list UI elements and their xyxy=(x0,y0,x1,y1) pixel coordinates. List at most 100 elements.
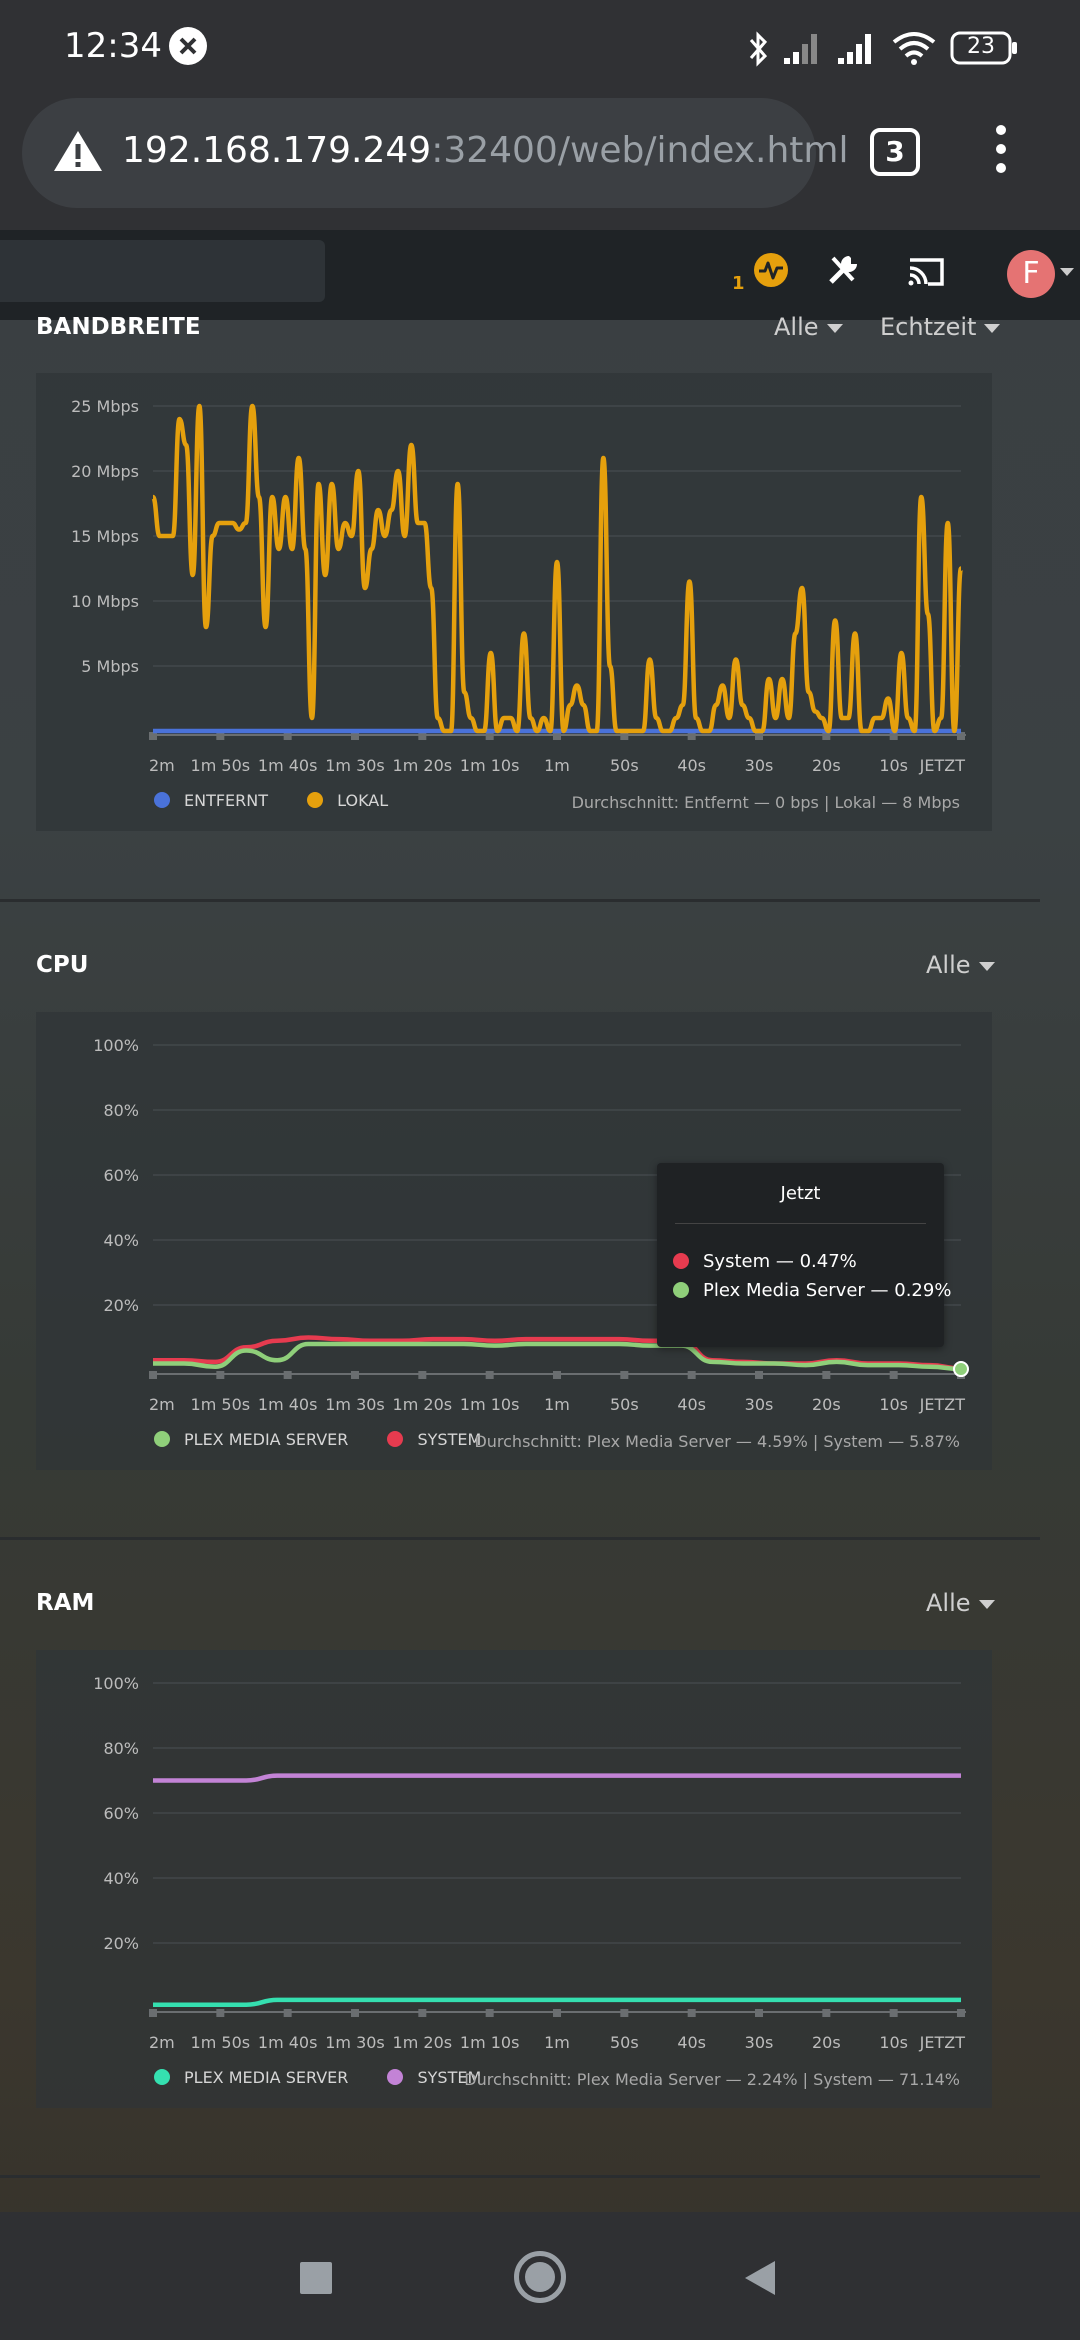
x-tick-mark xyxy=(418,2009,427,2017)
series-line-plex-media-server xyxy=(153,1341,962,1372)
warning-icon[interactable] xyxy=(52,128,104,178)
avatar[interactable]: F xyxy=(1007,250,1055,298)
x-tick-mark xyxy=(957,732,965,740)
activity-count-badge: 1 xyxy=(732,273,745,294)
legend-lokal[interactable]: LOKAL xyxy=(307,791,388,810)
battery-icon xyxy=(950,30,1020,70)
x-tick-mark xyxy=(889,732,898,740)
x-tick-mark xyxy=(755,1371,763,1379)
y-tick-label: 5 Mbps xyxy=(81,657,139,676)
status-time: 12:34 xyxy=(64,26,162,66)
x-tick-label: 1m 40s xyxy=(258,756,318,775)
x-tick-mark xyxy=(553,732,561,740)
x-tick-label: 20s xyxy=(812,1395,841,1414)
browser-menu-button[interactable] xyxy=(996,125,1008,175)
ram-title: RAM xyxy=(36,1590,95,1616)
y-tick-label: 20% xyxy=(103,1934,139,1953)
ram-panel: 20% 40% 60% 80% 100% 2m 1m 50s 1m 40s 1m 30s 1m 2… xyxy=(36,1650,992,2108)
x-tick-label: 1m 20s xyxy=(393,1395,453,1414)
x-tick-label: 30s xyxy=(745,2033,774,2052)
legend-plex-media-server[interactable]: PLEX MEDIA SERVER xyxy=(154,2068,348,2087)
x-tick-label: 1m 10s xyxy=(460,2033,520,2052)
url-host: 192.168.179.249 xyxy=(122,130,432,171)
x-tick-label: 40s xyxy=(677,756,706,775)
y-tick-label: 20% xyxy=(103,1296,139,1315)
cpu-tooltip: Jetzt System — 0.47% Plex Media Server —… xyxy=(657,1163,951,1347)
x-tick-mark xyxy=(283,2009,292,2017)
x-tick-label: 2m xyxy=(149,756,175,775)
y-tick-label: 20 Mbps xyxy=(71,462,139,481)
x-tick-label: 2m xyxy=(149,1395,175,1414)
tooltip-title: Jetzt xyxy=(780,1183,821,1204)
x-tick-mark xyxy=(418,1371,427,1379)
recents-button[interactable] xyxy=(300,2262,332,2294)
y-tick-label: 60% xyxy=(103,1166,139,1185)
hover-point[interactable] xyxy=(953,1361,969,1378)
x-tick-label: 10s xyxy=(879,756,908,775)
url-text[interactable]: 192.168.179.249:32400/web/index.html xyxy=(122,130,848,171)
tab-switcher-button[interactable]: 3 xyxy=(870,128,920,176)
x-tick-label: 1m 30s xyxy=(325,756,385,775)
y-tick-label: 60% xyxy=(103,1804,139,1823)
ram-legend: PLEX MEDIA SERVER SYSTEM xyxy=(154,2068,515,2087)
x-tick-mark xyxy=(351,1371,359,1379)
bandwidth-filter-dropdown[interactable]: Alle xyxy=(774,313,843,341)
y-tick-label: 25 Mbps xyxy=(71,397,139,416)
cpu-filter-dropdown[interactable]: Alle xyxy=(926,951,995,979)
legend-plex-label: PLEX MEDIA SERVER xyxy=(184,1430,349,1449)
y-tick-label: 10 Mbps xyxy=(71,592,139,611)
x-tick-label: 1m 40s xyxy=(258,2033,318,2052)
bandwidth-title: BANDBREITE xyxy=(36,314,201,340)
home-button[interactable] xyxy=(514,2251,566,2303)
signal-2-icon xyxy=(836,30,878,70)
cpu-average: Durchschnitt: Plex Media Server — 4.59% … xyxy=(474,1432,960,1451)
x-tick-label: JETZT xyxy=(919,1395,966,1414)
bandwidth-chart: 5 Mbps 10 Mbps 15 Mbps 20 Mbps 25 Mbps 2m 1m 5… xyxy=(71,397,966,775)
section-divider xyxy=(0,2175,1040,2178)
activity-icon[interactable] xyxy=(754,253,788,291)
battery-level: 23 xyxy=(967,34,995,59)
legend-system[interactable]: SYSTEM xyxy=(387,1430,481,1449)
x-tick-label: 1m 20s xyxy=(393,2033,453,2052)
signal-1-icon xyxy=(782,30,824,70)
legend-plex-media-server[interactable]: PLEX MEDIA SERVER xyxy=(154,1430,348,1449)
y-tick-label: 40% xyxy=(103,1869,139,1888)
wifi-icon xyxy=(890,30,938,70)
y-tick-label: 100% xyxy=(93,1674,139,1693)
x-tick-label: 2m xyxy=(149,2033,175,2052)
cast-icon[interactable] xyxy=(906,254,946,292)
ram-chart: 20% 40% 60% 80% 100% 2m 1m 50s 1m 40s 1m 30s 1m 2… xyxy=(93,1674,966,2052)
legend-system[interactable]: SYSTEM xyxy=(387,2068,481,2087)
x-tick-mark xyxy=(822,732,831,740)
x-tick-mark xyxy=(216,2009,225,2017)
x-tick-label: 1m 30s xyxy=(325,2033,385,2052)
x-tick-mark xyxy=(149,2009,157,2017)
bandwidth-panel: 5 Mbps 10 Mbps 15 Mbps 20 Mbps 25 Mbps 2m 1m 5… xyxy=(36,373,992,831)
x-tick-mark xyxy=(149,1371,157,1379)
search-input[interactable] xyxy=(0,240,325,302)
bandwidth-range-dropdown[interactable]: Echtzeit xyxy=(880,313,1000,341)
section-divider xyxy=(0,1537,1040,1540)
tooltip-row-plex: Plex Media Server — 0.29% xyxy=(673,1280,951,1301)
x-tick-label: 1m 40s xyxy=(258,1395,318,1414)
section-divider xyxy=(0,899,1040,902)
bluetooth-icon xyxy=(745,30,773,72)
x-tick-mark xyxy=(216,732,225,740)
legend-entfernt[interactable]: ENTFERNT xyxy=(154,791,268,810)
settings-tools-icon[interactable] xyxy=(823,250,863,294)
browser-toolbar: 192.168.179.249:32400/web/index.html 3 xyxy=(0,95,1080,230)
plex-toolbar: 1 xyxy=(0,230,1080,320)
x-tick-mark xyxy=(620,732,629,740)
x-tick-label: 1m 20s xyxy=(393,756,453,775)
back-button[interactable] xyxy=(743,2259,777,2301)
x-tick-mark xyxy=(755,2009,763,2017)
legend-lokal-label: LOKAL xyxy=(337,791,389,810)
ram-filter-dropdown[interactable]: Alle xyxy=(926,1589,995,1617)
chevron-down-icon[interactable] xyxy=(1060,268,1074,276)
bandwidth-legend: ENTFERNT LOKAL xyxy=(154,791,422,810)
x-tick-label: 1m 50s xyxy=(191,756,251,775)
x-tick-label: 1m 10s xyxy=(460,756,520,775)
legend-system-label: SYSTEM xyxy=(417,2068,482,2087)
address-bar[interactable]: 192.168.179.249:32400/web/index.html xyxy=(22,98,848,208)
tooltip-plex-value: Plex Media Server — 0.29% xyxy=(703,1280,952,1301)
